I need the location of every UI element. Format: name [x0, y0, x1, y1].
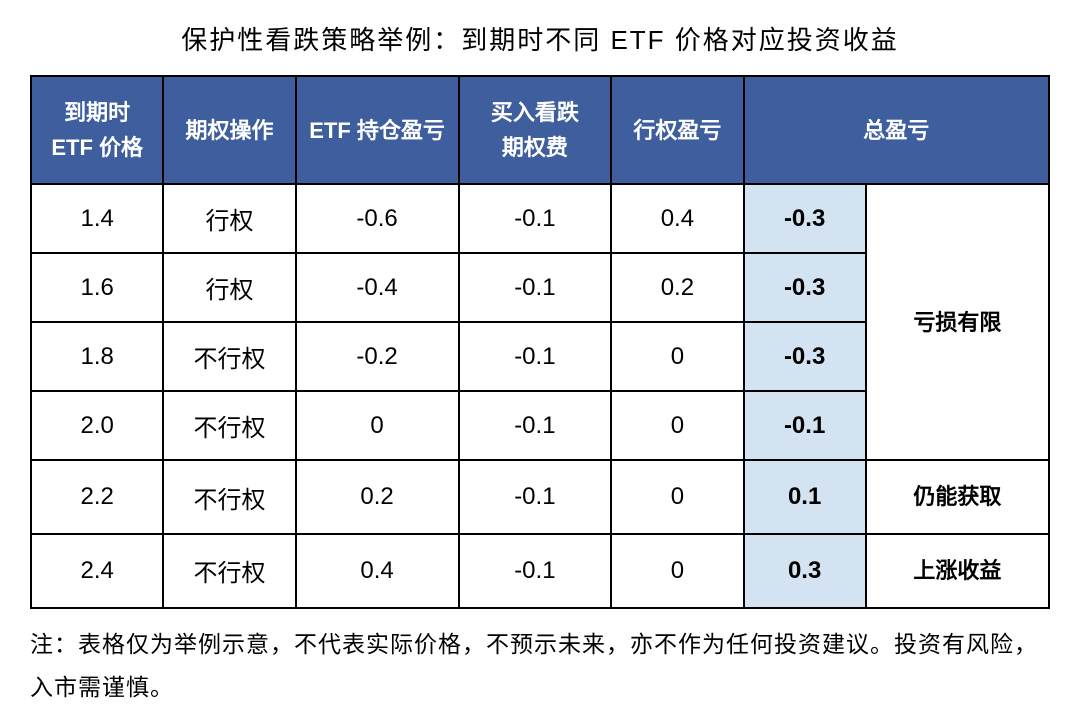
cell-exercise-pnl: 0: [611, 534, 743, 608]
cell-exercise-pnl: 0: [611, 460, 743, 534]
cell-price: 2.0: [31, 391, 163, 460]
th-total: 总盈亏: [744, 76, 1049, 184]
th-premium: 买入看跌期权费: [459, 76, 612, 184]
cell-position-pnl: -0.6: [296, 184, 459, 253]
th-option-op: 期权操作: [163, 76, 295, 184]
page-title: 保护性看跌策略举例：到期时不同 ETF 价格对应投资收益: [30, 20, 1050, 57]
th-exercise-pnl: 行权盈亏: [611, 76, 743, 184]
cell-premium: -0.1: [459, 184, 612, 253]
cell-premium: -0.1: [459, 460, 612, 534]
cell-premium: -0.1: [459, 253, 612, 322]
annotation-gain-line2: 上涨收益: [866, 534, 1049, 608]
cell-total: 0.1: [744, 460, 866, 534]
cell-total: 0.3: [744, 534, 866, 608]
cell-price: 2.4: [31, 534, 163, 608]
table-row: 2.2 不行权 0.2 -0.1 0 0.1 仍能获取: [31, 460, 1049, 534]
cell-price: 1.4: [31, 184, 163, 253]
th-position-pnl: ETF 持仓盈亏: [296, 76, 459, 184]
cell-price: 1.6: [31, 253, 163, 322]
cell-exercise-pnl: 0: [611, 391, 743, 460]
cell-position-pnl: -0.4: [296, 253, 459, 322]
annotation-gain-line1: 仍能获取: [866, 460, 1049, 534]
annotation-loss-limited: 亏损有限: [866, 184, 1049, 460]
cell-total: -0.3: [744, 322, 866, 391]
cell-position-pnl: 0.4: [296, 534, 459, 608]
cell-op: 不行权: [163, 391, 295, 460]
cell-position-pnl: -0.2: [296, 322, 459, 391]
cell-position-pnl: 0.2: [296, 460, 459, 534]
cell-op: 不行权: [163, 534, 295, 608]
cell-op: 不行权: [163, 460, 295, 534]
cell-premium: -0.1: [459, 391, 612, 460]
cell-premium: -0.1: [459, 534, 612, 608]
cell-price: 1.8: [31, 322, 163, 391]
cell-exercise-pnl: 0: [611, 322, 743, 391]
table-row: 1.4 行权 -0.6 -0.1 0.4 -0.3 亏损有限: [31, 184, 1049, 253]
table-header-row: 到期时ETF 价格 期权操作 ETF 持仓盈亏 买入看跌期权费 行权盈亏 总盈亏: [31, 76, 1049, 184]
cell-op: 行权: [163, 184, 295, 253]
cell-exercise-pnl: 0.4: [611, 184, 743, 253]
cell-op: 不行权: [163, 322, 295, 391]
cell-op: 行权: [163, 253, 295, 322]
cell-premium: -0.1: [459, 322, 612, 391]
cell-total: -0.3: [744, 184, 866, 253]
strategy-table: 到期时ETF 价格 期权操作 ETF 持仓盈亏 买入看跌期权费 行权盈亏 总盈亏…: [30, 75, 1050, 609]
cell-position-pnl: 0: [296, 391, 459, 460]
th-etf-price: 到期时ETF 价格: [31, 76, 163, 184]
table-row: 2.4 不行权 0.4 -0.1 0 0.3 上涨收益: [31, 534, 1049, 608]
cell-total: -0.3: [744, 253, 866, 322]
cell-exercise-pnl: 0.2: [611, 253, 743, 322]
cell-total: -0.1: [744, 391, 866, 460]
footnote: 注：表格仅为举例示意，不代表实际价格，不预示未来，亦不作为任何投资建议。投资有风…: [30, 623, 1050, 710]
cell-price: 2.2: [31, 460, 163, 534]
